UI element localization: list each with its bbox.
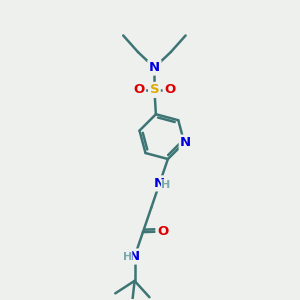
Text: S: S bbox=[150, 83, 159, 96]
Text: H: H bbox=[161, 180, 171, 190]
Text: H: H bbox=[122, 251, 132, 262]
Text: O: O bbox=[157, 225, 168, 238]
Text: O: O bbox=[164, 83, 176, 96]
Text: N: N bbox=[129, 250, 140, 263]
Text: N: N bbox=[180, 136, 191, 149]
Text: N: N bbox=[149, 61, 160, 74]
Text: O: O bbox=[133, 83, 145, 96]
Text: N: N bbox=[154, 177, 165, 190]
